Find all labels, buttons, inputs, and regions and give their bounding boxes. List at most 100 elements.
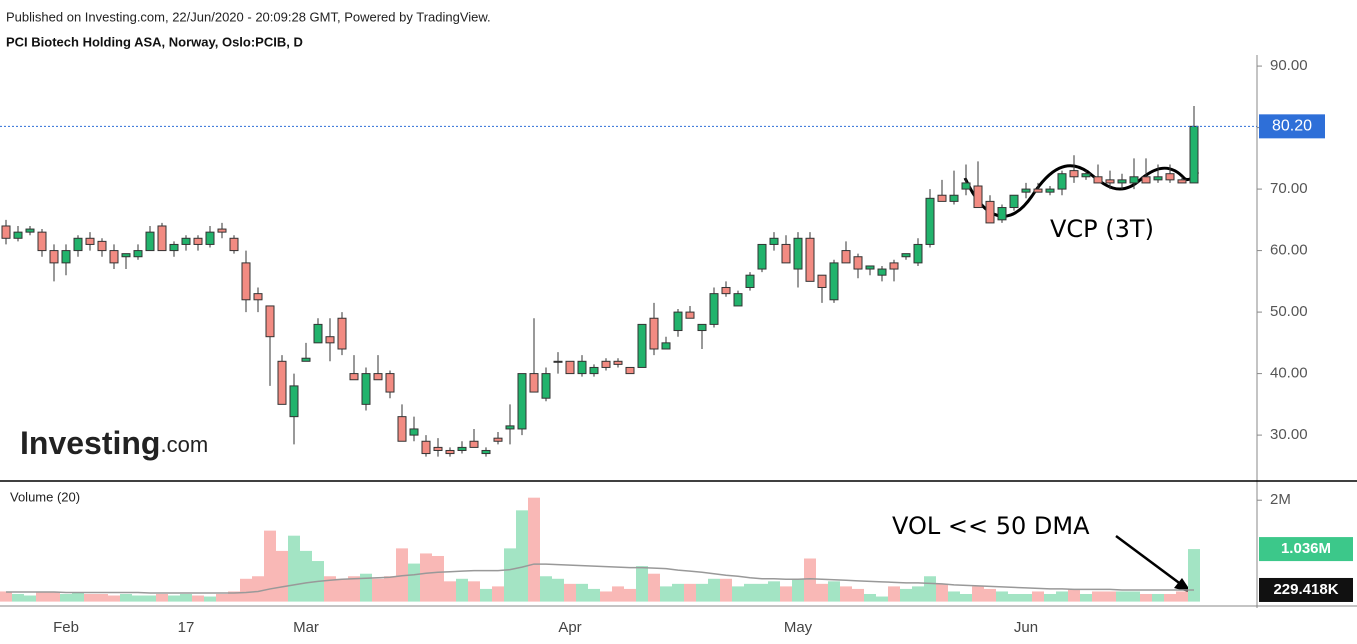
volume-bar [492, 586, 504, 602]
volume-bar [348, 576, 360, 602]
volume-title: Volume (20) [10, 489, 80, 504]
volume-bar [96, 593, 108, 602]
candle-body [1129, 176, 1139, 184]
volume-bar [1044, 593, 1056, 602]
volume-bar [1008, 593, 1020, 602]
volume-bar [168, 595, 180, 602]
candle-body [157, 225, 167, 252]
volume-bar [1116, 591, 1128, 602]
volume-bar [372, 578, 384, 602]
y-tick-label: 2M [1270, 491, 1291, 508]
volume-bar [1164, 593, 1176, 602]
candle-body [73, 237, 83, 252]
candle-body [229, 237, 239, 252]
candle-body [817, 274, 827, 288]
candle-body [421, 440, 431, 455]
volume-bar [900, 588, 912, 602]
volume-bar [1188, 549, 1200, 602]
volume-bar [804, 558, 816, 602]
volume-bar [1056, 591, 1068, 602]
volume-bar [504, 548, 516, 602]
volume-bar [48, 591, 60, 602]
volume-bar [624, 588, 636, 602]
candle-body [1009, 194, 1019, 209]
volume-bar [156, 593, 168, 602]
volume-bar [396, 548, 408, 602]
candle-body [313, 323, 323, 344]
volume-bar [660, 586, 672, 602]
candle-body [301, 357, 311, 362]
x-tick-label: Jun [1014, 619, 1038, 636]
volume-bar [720, 578, 732, 602]
candle-body [805, 237, 815, 282]
candle-body [205, 231, 215, 245]
volume-bar [1032, 591, 1044, 602]
candle-body [1057, 173, 1067, 190]
volume-annotation: VOL << 50 DMA [892, 512, 1090, 540]
candle-body [373, 373, 383, 381]
volume-bar [192, 595, 204, 602]
volume-bar [564, 583, 576, 602]
volume-bar [756, 583, 768, 602]
candle-body [769, 237, 779, 245]
candle-body [565, 360, 575, 375]
candle-body [1093, 176, 1103, 184]
volume-bar [1020, 593, 1032, 602]
last-volume-tag [1259, 537, 1353, 562]
candle-body [109, 250, 119, 264]
candle-body [973, 185, 983, 209]
candle-body [757, 243, 767, 270]
candle-body [349, 373, 359, 381]
candle-body [553, 360, 563, 363]
candle-body [61, 250, 71, 264]
y-tick-label: 40.00 [1270, 365, 1308, 382]
volume-bar [732, 586, 744, 602]
volume-bar [600, 591, 612, 602]
candle-body [937, 194, 947, 202]
volume-bar [648, 573, 660, 602]
volume-bar [12, 593, 24, 602]
volume-bar [684, 583, 696, 602]
volume-bar [960, 593, 972, 602]
volume-bar [216, 593, 228, 602]
volume-bar [180, 593, 192, 602]
volume-bar [876, 596, 888, 602]
y-tick-label: 50.00 [1270, 303, 1308, 320]
volume-bar [1068, 588, 1080, 602]
candle-body [853, 256, 863, 270]
y-tick-label: 70.00 [1270, 180, 1308, 197]
candle-body [1033, 188, 1043, 193]
volume-bar [696, 583, 708, 602]
volume-bar [888, 586, 900, 602]
volume-ma-tag [1259, 577, 1353, 602]
volume-bar [540, 576, 552, 602]
candle-body [49, 250, 59, 264]
candle-body [337, 317, 347, 350]
candle-body [265, 305, 275, 338]
candle-body [253, 293, 263, 301]
volume-bar [384, 576, 396, 602]
volume-bar [912, 586, 924, 602]
volume-bar [708, 578, 720, 602]
logo-main: Investing [20, 425, 160, 461]
candle-body [709, 293, 719, 325]
candle-body [625, 366, 635, 375]
candle-body [457, 446, 467, 451]
candle-body [733, 293, 743, 307]
candle-body [1021, 188, 1031, 193]
candle-body [37, 231, 47, 252]
candle-body [913, 243, 923, 264]
candle-body [493, 437, 503, 442]
volume-bar [924, 576, 936, 602]
volume-ma-line [6, 563, 1195, 594]
volume-bar [144, 595, 156, 602]
candle-body [877, 268, 887, 276]
candle-body [133, 250, 143, 258]
volume-bar [840, 586, 852, 602]
candle-body [889, 262, 899, 270]
volume-bar [948, 591, 960, 602]
candle-body [277, 360, 287, 405]
last-volume-label: 1.036M [1281, 540, 1331, 557]
candle-body [661, 342, 671, 350]
candle-body [997, 207, 1007, 221]
